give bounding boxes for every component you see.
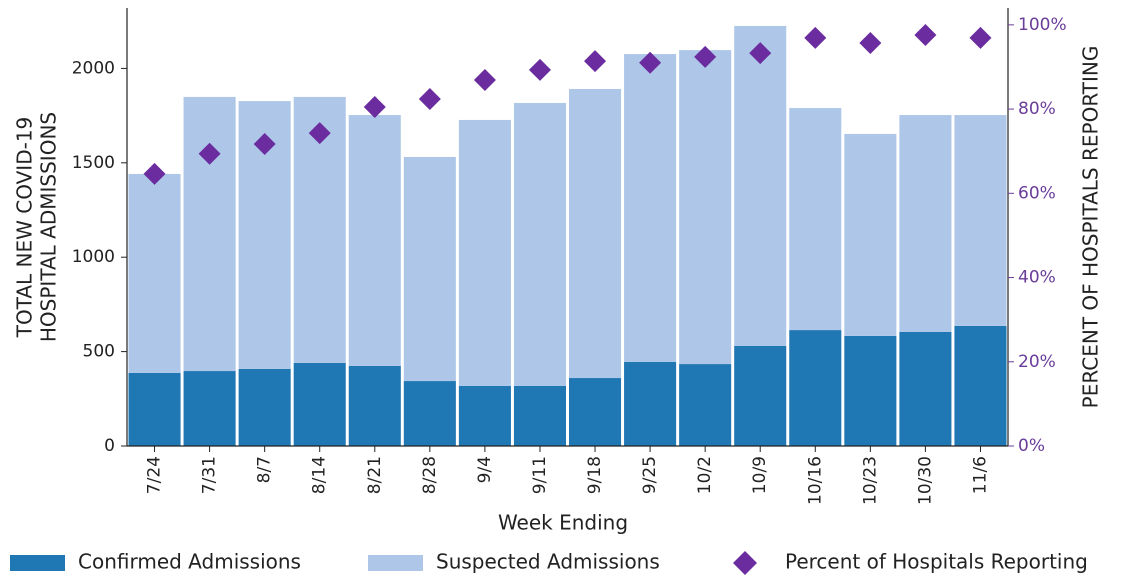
marker	[198, 142, 221, 165]
bar	[679, 364, 732, 446]
y-axis-title: TOTAL NEW COVID-19	[13, 117, 37, 339]
bar	[734, 345, 787, 446]
x-tick-label: 10/2	[695, 456, 715, 494]
y2-tick-label: 20%	[1018, 352, 1056, 372]
x-tick-label: 8/7	[255, 456, 275, 483]
bar	[789, 330, 842, 446]
x-tick-label: 11/6	[970, 456, 990, 494]
bar	[403, 156, 456, 382]
bar	[348, 365, 401, 446]
marker	[584, 50, 607, 73]
bar	[734, 25, 787, 346]
legend-marker	[733, 551, 757, 575]
legend-swatch	[368, 555, 423, 571]
bar	[569, 378, 622, 446]
legend-swatch	[10, 555, 65, 571]
bar	[624, 54, 677, 362]
y-tick-label: 500	[83, 342, 115, 362]
legend-label: Percent of Hospitals Reporting	[785, 550, 1088, 574]
bar	[128, 372, 181, 446]
marker	[914, 23, 937, 46]
marker	[749, 42, 772, 65]
marker	[804, 26, 827, 49]
y-tick-label: 1500	[72, 153, 115, 173]
legend-label: Confirmed Admissions	[78, 550, 301, 574]
bar	[954, 115, 1007, 326]
x-tick-label: 10/30	[915, 456, 935, 505]
x-tick-label: 7/31	[200, 456, 220, 494]
x-tick-label: 9/25	[640, 456, 660, 494]
bar	[899, 331, 952, 446]
bar	[403, 381, 456, 446]
bar	[458, 385, 511, 446]
marker	[143, 162, 166, 185]
marker	[418, 87, 441, 110]
y2-tick-label: 60%	[1018, 183, 1056, 203]
bar	[458, 119, 511, 386]
x-tick-label: 9/4	[475, 456, 495, 483]
y2-tick-label: 0%	[1018, 436, 1045, 456]
marker	[639, 51, 662, 74]
bar	[844, 133, 897, 336]
bar	[128, 173, 181, 373]
marker	[969, 26, 992, 49]
marker	[473, 69, 496, 92]
marker	[694, 45, 717, 68]
bar	[844, 335, 897, 446]
x-tick-label: 8/14	[310, 456, 330, 494]
x-axis-title: Week Ending	[498, 511, 628, 535]
bar	[679, 50, 732, 365]
bar	[569, 88, 622, 379]
y-axis-title: HOSPITAL ADMISSIONS	[37, 112, 61, 342]
bar	[513, 385, 566, 446]
bar	[789, 108, 842, 331]
x-tick-label: 9/18	[585, 456, 605, 494]
y2-tick-label: 80%	[1018, 99, 1056, 119]
bar	[899, 115, 952, 332]
y-tick-label: 1000	[72, 247, 115, 267]
marker	[363, 95, 386, 118]
legend-label: Suspected Admissions	[436, 550, 660, 574]
x-tick-label: 10/16	[805, 456, 825, 505]
bar	[183, 371, 236, 446]
x-tick-label: 8/21	[365, 456, 385, 494]
bar	[348, 115, 401, 366]
bar	[624, 361, 677, 446]
y-tick-label: 2000	[72, 58, 115, 78]
bar	[954, 325, 1007, 446]
marker	[528, 58, 551, 81]
x-tick-label: 8/28	[420, 456, 440, 494]
bar	[513, 102, 566, 386]
marker	[308, 122, 331, 145]
x-tick-label: 9/11	[530, 456, 550, 494]
bar	[293, 362, 346, 446]
y2-tick-label: 100%	[1018, 15, 1067, 35]
marker	[859, 31, 882, 54]
x-tick-label: 10/9	[750, 456, 770, 494]
y2-axis-title: PERCENT OF HOSPITALS REPORTING	[1079, 46, 1103, 409]
marker	[253, 133, 276, 156]
y-tick-label: 0	[104, 436, 115, 456]
bar	[183, 96, 236, 372]
x-tick-label: 10/23	[860, 456, 880, 505]
x-tick-label: 7/24	[145, 456, 165, 494]
y2-tick-label: 40%	[1018, 268, 1056, 288]
bar	[238, 368, 291, 446]
